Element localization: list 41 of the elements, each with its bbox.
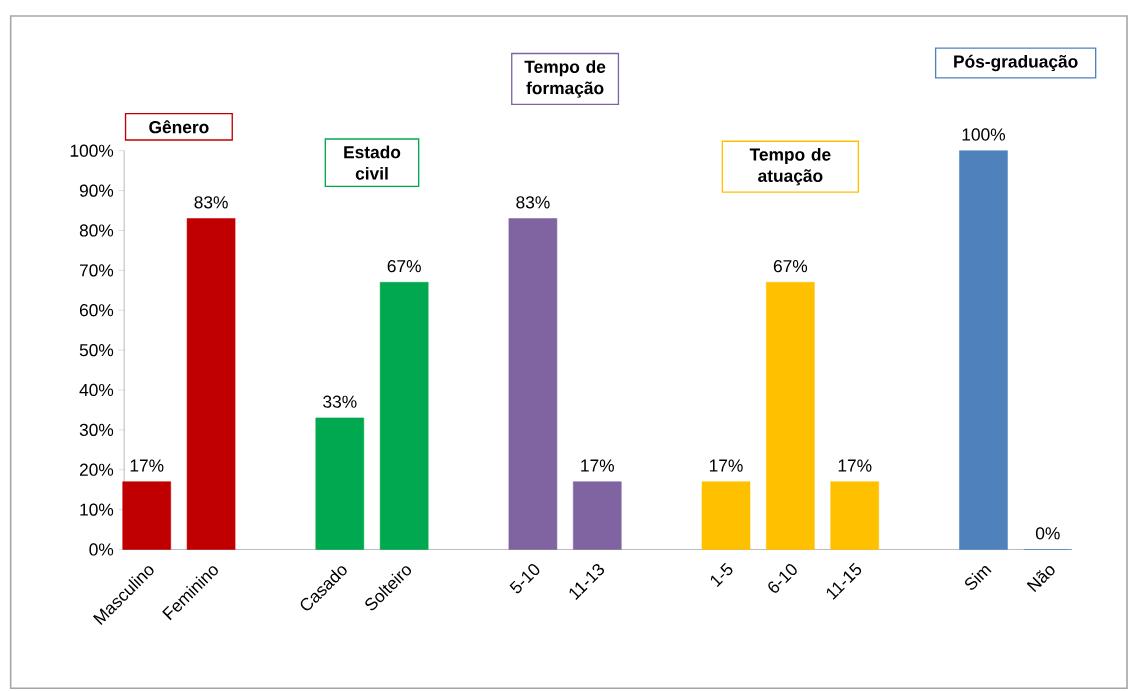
data-label: 17% [838, 459, 872, 472]
text: Gênero [149, 120, 209, 134]
y-tick-label: 20% [79, 463, 114, 476]
data-label: 83% [516, 196, 550, 209]
bar [122, 481, 171, 550]
y-tick-label: 10% [80, 503, 114, 516]
text: Tempo de formação [524, 60, 606, 98]
y-tick-label: 90% [79, 184, 114, 197]
bar [186, 218, 236, 550]
data-label: 17% [709, 459, 743, 472]
annotation: Tempo de atuação [749, 147, 831, 186]
data-label: 33% [323, 395, 357, 408]
bar [379, 282, 429, 550]
bar [959, 150, 1008, 550]
y-tick-label: 30% [79, 423, 114, 437]
x-tick-label: Não [1026, 566, 1055, 593]
data-label: 83% [194, 196, 228, 209]
y-tick-label: 0% [89, 543, 114, 556]
data-label: 67% [773, 260, 808, 273]
bar [701, 481, 751, 550]
y-tick-label: 80% [79, 224, 114, 237]
bar [315, 417, 365, 550]
x-tick-label: Sim [964, 565, 992, 590]
bar [766, 282, 815, 550]
y-tick-label: 100% [70, 144, 114, 157]
y-tick-label: 60% [79, 304, 114, 317]
data-label: 17% [130, 459, 164, 472]
data-label: 0% [1035, 527, 1060, 540]
y-tick-label: 50% [79, 344, 114, 357]
y-tick-label: 70% [79, 264, 114, 277]
data-label: 100% [962, 128, 1006, 141]
bar [572, 481, 622, 550]
data-label: 17% [581, 459, 615, 472]
text: Pós-graduação [954, 54, 1078, 72]
annotation: Estado civil [344, 145, 401, 180]
y-tick-label: 40% [79, 383, 114, 397]
x-tick-label: 6-10 [768, 564, 797, 593]
bar [830, 481, 880, 550]
data-label: 67% [387, 260, 421, 273]
x-tick-label: 1-5 [710, 562, 733, 588]
bar [508, 218, 558, 550]
